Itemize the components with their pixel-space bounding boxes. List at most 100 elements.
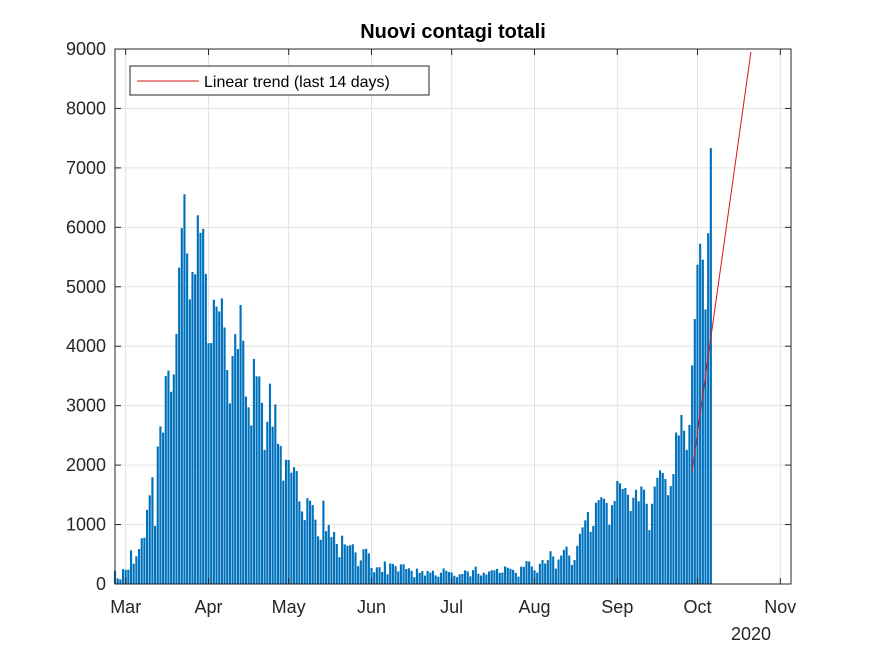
bar <box>132 563 135 584</box>
bar <box>661 472 664 584</box>
bar <box>675 432 678 584</box>
bar <box>584 520 587 584</box>
bar <box>170 391 173 584</box>
bar <box>429 572 432 584</box>
bar <box>402 564 405 584</box>
bar <box>335 543 338 585</box>
bar <box>375 567 378 584</box>
bar <box>520 566 523 584</box>
bar <box>349 545 352 584</box>
bar <box>116 578 119 584</box>
bar <box>359 560 362 584</box>
bar <box>672 473 675 584</box>
bar <box>602 498 606 584</box>
bar <box>493 570 496 584</box>
bar <box>546 560 549 584</box>
bar <box>343 544 346 584</box>
bar <box>333 531 336 584</box>
x-tick-label: Jun <box>357 597 386 617</box>
bar <box>680 414 683 584</box>
bar <box>434 575 437 584</box>
bar <box>589 531 592 584</box>
bar <box>533 570 536 584</box>
bar <box>477 573 480 584</box>
bar <box>541 560 544 584</box>
bar <box>239 304 242 584</box>
bar <box>426 570 429 584</box>
bar <box>172 374 175 584</box>
bar <box>608 524 611 584</box>
bar <box>394 566 397 584</box>
bar <box>322 500 325 584</box>
x-tick-label: Oct <box>683 597 711 617</box>
bar <box>145 509 149 584</box>
x-tick-label: Jul <box>440 597 463 617</box>
bar <box>709 148 712 584</box>
bar <box>613 500 616 584</box>
y-tick-label: 0 <box>96 574 106 594</box>
bar <box>351 544 354 584</box>
bar <box>378 567 381 584</box>
bar <box>207 343 210 584</box>
bar <box>634 489 638 584</box>
bar <box>581 527 584 584</box>
bar <box>325 531 328 584</box>
bar <box>194 274 197 584</box>
bar <box>303 520 306 584</box>
bar <box>554 568 557 584</box>
y-tick-label: 6000 <box>66 217 106 237</box>
bar <box>220 298 223 584</box>
x-tick-label: May <box>272 597 306 617</box>
legend-label-trend: Linear trend (last 14 days) <box>204 74 390 91</box>
bar <box>691 365 694 584</box>
bar <box>677 435 680 584</box>
bar <box>597 500 600 584</box>
bar <box>530 566 533 584</box>
bar <box>121 569 125 584</box>
bar <box>573 560 576 584</box>
bar <box>544 563 547 584</box>
bar <box>407 568 410 584</box>
bar <box>605 502 608 584</box>
bar <box>498 572 501 584</box>
bar <box>274 404 277 584</box>
bar <box>175 333 178 584</box>
bar <box>431 570 435 584</box>
bar <box>637 501 640 584</box>
bar <box>370 567 373 584</box>
bar <box>135 556 138 584</box>
bar <box>284 459 288 584</box>
bar <box>397 571 400 584</box>
bar <box>592 525 595 584</box>
bar <box>525 561 528 584</box>
bar <box>423 575 427 584</box>
bar <box>664 479 667 584</box>
bar <box>212 299 215 584</box>
bar <box>391 563 394 584</box>
bar <box>215 306 218 584</box>
bar <box>570 564 573 584</box>
bar <box>292 467 296 584</box>
bar <box>466 571 469 584</box>
bar <box>290 472 293 584</box>
y-tick-label: 9000 <box>66 39 106 59</box>
x-axis-year-label: 2020 <box>731 624 771 644</box>
bar <box>199 232 202 585</box>
bar <box>455 577 459 584</box>
bar <box>226 370 229 584</box>
bar <box>704 309 707 584</box>
bar <box>645 503 648 584</box>
legend: Linear trend (last 14 days) <box>129 65 430 96</box>
bar <box>202 228 205 584</box>
bar <box>413 577 416 584</box>
bar <box>445 570 448 584</box>
bar <box>485 574 488 584</box>
bar <box>642 489 646 584</box>
bar <box>365 548 368 584</box>
bar <box>228 403 231 584</box>
trend-line <box>691 51 752 472</box>
bar <box>137 549 141 584</box>
bar <box>268 383 272 584</box>
bar <box>557 559 560 584</box>
